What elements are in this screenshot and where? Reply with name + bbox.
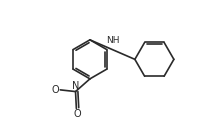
Text: N: N [72,81,79,91]
Text: NH: NH [105,36,119,45]
Text: O: O [73,109,81,119]
Text: O: O [51,85,59,95]
